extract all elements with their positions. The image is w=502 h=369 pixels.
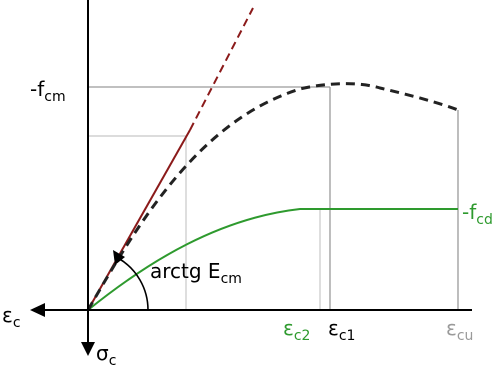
mean-curve-fcm xyxy=(86,82,459,311)
arctg-ecm-label: arctg Ecm xyxy=(150,259,242,287)
eps-c2-label: εc2 xyxy=(283,316,310,344)
arrow-down-icon xyxy=(81,342,95,356)
tangent-line-dashed xyxy=(189,7,254,131)
eps-c-axis-label: εc xyxy=(2,303,21,331)
sigma-c-axis-label: σc xyxy=(96,341,116,369)
curved-arrow-icon xyxy=(113,250,125,265)
arrow-left-icon xyxy=(30,303,45,317)
eps-cu-label: εcu xyxy=(446,316,473,344)
angle-arc xyxy=(117,257,149,311)
neg-fcm-label: -fcm xyxy=(30,77,66,105)
eps-c1-label: εc1 xyxy=(328,316,355,344)
design-curve-fcd xyxy=(87,208,458,311)
neg-fcd-label: -fcd xyxy=(462,200,493,228)
